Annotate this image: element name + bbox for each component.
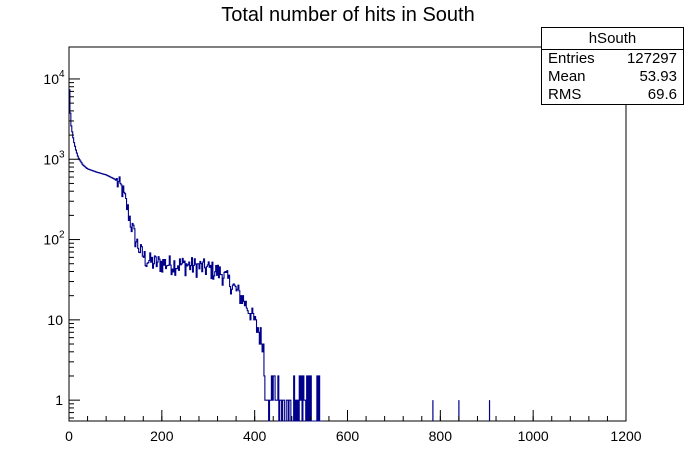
stats-value: 127297 [626,50,677,67]
x-tick-label: 400 [243,428,267,444]
histogram-line [69,89,323,422]
x-tick-label: 600 [336,428,360,444]
y-tick-exponent: 3 [59,149,65,160]
stats-label: Mean [548,68,586,85]
stats-title: hSouth [542,28,683,50]
y-tick-label: 10 [47,312,63,328]
stats-value: 69.6 [647,86,677,103]
stats-value: 53.93 [639,68,677,85]
histogram-series [69,89,491,422]
stats-box: hSouth Entries 127297 Mean 53.93 RMS 69.… [541,27,684,105]
x-tick-label: 1000 [518,428,549,444]
stats-row-entries: Entries 127297 [542,50,683,68]
x-tick-label: 0 [65,428,73,444]
y-tick-label: 10 [43,71,59,87]
y-tick-label: 1 [55,392,63,408]
y-tick-label: 10 [43,151,59,167]
y-tick-exponent: 4 [59,69,65,80]
x-tick-label: 1200 [610,428,641,444]
stats-row-mean: Mean 53.93 [542,68,683,86]
x-tick-label: 200 [150,428,174,444]
x-tick-label: 800 [429,428,453,444]
y-tick-exponent: 2 [59,230,65,241]
stats-row-rms: RMS 69.6 [542,86,683,104]
chart-title: Total number of hits in South [221,4,475,26]
y-tick-label: 10 [43,232,59,248]
stats-label: RMS [548,86,582,103]
stats-label: Entries [548,50,595,67]
